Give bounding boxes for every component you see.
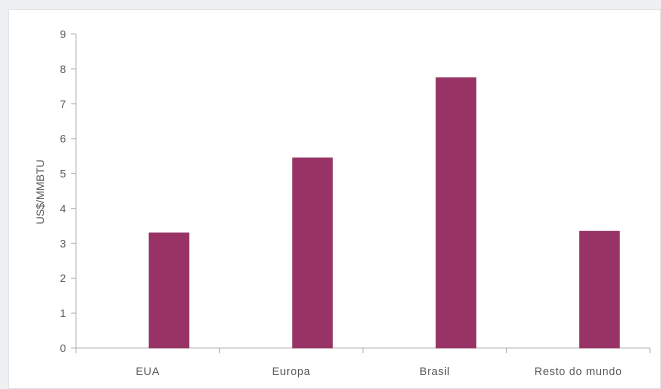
y-tick-label: 1 <box>60 308 66 320</box>
bar-brasil <box>435 77 477 349</box>
y-tick-label: 6 <box>60 134 66 146</box>
y-tick-label: 5 <box>60 169 66 181</box>
y-tick-label: 7 <box>60 99 66 111</box>
x-axis: EUA Europa Brasil Resto do mundo <box>75 347 651 378</box>
y-tick-label: 4 <box>60 203 66 215</box>
bars <box>148 77 620 349</box>
y-tick-label: 3 <box>60 238 66 250</box>
x-tick-label: EUA <box>136 366 160 378</box>
y-axis-title: US$/MMBTU <box>35 160 47 225</box>
y-tick-label: 9 <box>60 29 66 41</box>
bar-resto-do-mundo <box>579 230 620 349</box>
x-tick-label: Europa <box>272 366 311 378</box>
x-tick-label: Brasil <box>419 366 450 378</box>
y-axis: 0 1 2 3 4 5 6 7 8 9 <box>60 29 77 355</box>
chart-frame <box>8 9 661 389</box>
y-tick-label: 0 <box>60 343 66 355</box>
bar-eua <box>148 232 190 349</box>
y-tick-label: 8 <box>60 64 66 76</box>
y-tick-label: 2 <box>60 273 66 285</box>
x-tick-label: Resto do mundo <box>534 366 622 378</box>
bar-europa <box>292 157 333 349</box>
